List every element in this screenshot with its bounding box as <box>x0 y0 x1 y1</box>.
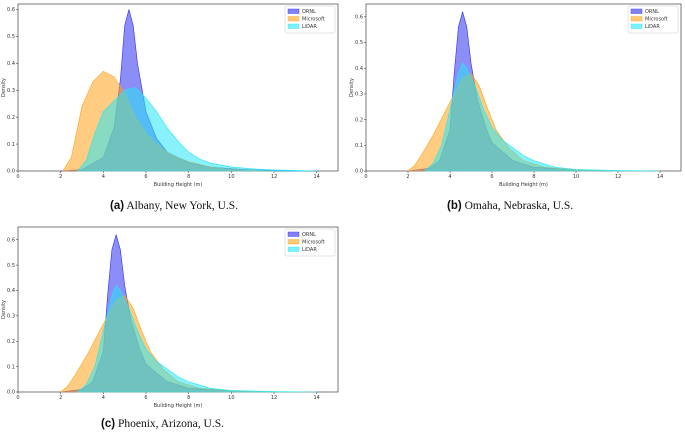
caption-omaha: (b) Omaha, Nebraska, U.S. <box>447 200 573 212</box>
chart-omaha: 0.0 0.1 0.2 0.3 0.4 0.5 0.6 0 2 4 6 8 10 12 14 Building… <box>349 3 682 188</box>
y-tick-label: 0.0 <box>7 390 15 396</box>
y-axis-label: Density <box>1 300 7 319</box>
legend-swatch-ornl <box>287 231 300 237</box>
x-tick-label: 10 <box>228 174 234 180</box>
x-tick-label: 2 <box>59 174 62 180</box>
chart-panel-phoenix: 0.0 0.1 0.2 0.3 0.4 0.5 0.6 0 2 4 6 8 10 12 14 Building… <box>0 220 345 415</box>
y-tick-label: 0.3 <box>7 314 15 320</box>
x-tick-label: 12 <box>271 174 277 180</box>
caption-text: Phoenix, Arizona, U.S. <box>117 418 224 430</box>
y-tick-label: 0.1 <box>355 143 363 149</box>
legend-label-ornl: ORNL <box>645 9 659 15</box>
legend-swatch-microsoft <box>630 16 643 22</box>
series-area-lidar <box>424 62 661 172</box>
legend-swatch-ornl <box>287 8 300 14</box>
caption-text: Omaha, Nebraska, U.S. <box>464 200 574 212</box>
y-tick-label: 0.4 <box>7 61 15 67</box>
x-tick-label: 14 <box>313 395 319 401</box>
x-axis-label: Building Height (m) <box>154 403 203 409</box>
legend-label-lidar: LiDAR <box>645 24 660 30</box>
y-tick-label: 0.1 <box>7 142 15 148</box>
x-tick-label: 12 <box>615 174 621 180</box>
y-tick-label: 0.0 <box>355 169 363 175</box>
legend-label-ornl: ORNL <box>302 9 316 15</box>
caption-label: (b) <box>447 200 462 212</box>
legend-swatch-ornl <box>630 8 643 14</box>
legend-label-microsoft: Microsoft <box>302 17 325 23</box>
caption-text: Albany, New York, U.S. <box>126 200 239 212</box>
y-tick-label: 0.3 <box>7 88 15 94</box>
chart-phoenix: 0.0 0.1 0.2 0.3 0.4 0.5 0.6 0 2 4 6 8 10 12 14 Building… <box>1 226 339 409</box>
y-tick-label: 0.6 <box>7 7 15 13</box>
y-tick-label: 0.4 <box>355 66 363 72</box>
x-tick-label: 2 <box>406 174 409 180</box>
legend-swatch-microsoft <box>287 16 300 22</box>
x-tick-label: 2 <box>59 395 62 401</box>
legend-swatch-microsoft <box>287 239 300 245</box>
y-tick-label: 0.2 <box>7 115 15 121</box>
y-tick-label: 0.0 <box>7 169 15 175</box>
x-tick-label: 4 <box>448 174 451 180</box>
y-tick-label: 0.5 <box>355 40 363 46</box>
series-area-lidar <box>77 87 317 172</box>
y-tick-label: 0.6 <box>7 237 15 243</box>
x-tick-label: 4 <box>102 395 105 401</box>
x-tick-label: 0 <box>16 395 19 401</box>
series-area-lidar <box>77 285 317 393</box>
chart-panel-omaha: 0.0 0.1 0.2 0.3 0.4 0.5 0.6 0 2 4 6 8 10 12 14 Building… <box>345 0 685 200</box>
y-tick-label: 0.6 <box>355 15 363 21</box>
x-tick-label: 0 <box>364 174 367 180</box>
x-tick-label: 0 <box>16 174 19 180</box>
x-tick-label: 14 <box>313 174 319 180</box>
y-tick-label: 0.5 <box>7 34 15 40</box>
x-tick-label: 8 <box>532 174 535 180</box>
x-tick-label: 4 <box>102 174 105 180</box>
x-tick-label: 6 <box>144 395 147 401</box>
caption-label: (a) <box>110 200 125 212</box>
x-tick-label: 6 <box>144 174 147 180</box>
y-tick-label: 0.4 <box>7 288 15 294</box>
chart-panel-albany: 0.0 0.1 0.2 0.3 0.4 0.5 0.6 0 2 4 6 8 10 12 14 Building… <box>0 0 345 200</box>
y-tick-label: 0.2 <box>355 117 363 123</box>
legend-swatch-lidar <box>630 23 643 29</box>
x-axis-label: Building Height (m) <box>154 182 203 188</box>
x-tick-label: 10 <box>573 174 579 180</box>
chart-albany: 0.0 0.1 0.2 0.3 0.4 0.5 0.6 0 2 4 6 8 10 12 14 Building… <box>1 3 339 188</box>
legend-swatch-lidar <box>287 246 300 252</box>
y-tick-label: 0.5 <box>7 263 15 269</box>
y-tick-label: 0.1 <box>7 364 15 370</box>
caption-phoenix: (c) Phoenix, Arizona, U.S. <box>101 418 224 430</box>
x-axis-label: Building Height (m) <box>499 182 548 188</box>
x-tick-label: 6 <box>490 174 493 180</box>
y-axis-label: Density <box>349 78 355 97</box>
plot-frame <box>17 226 339 393</box>
caption-albany: (a) Albany, New York, U.S. <box>110 200 238 212</box>
legend-label-microsoft: Microsoft <box>302 240 325 246</box>
legend-label-lidar: LiDAR <box>302 24 317 30</box>
legend-label-lidar: LiDAR <box>302 247 317 253</box>
y-tick-label: 0.3 <box>355 92 363 98</box>
legend-label-microsoft: Microsoft <box>645 17 668 23</box>
x-tick-label: 10 <box>228 395 234 401</box>
legend-swatch-lidar <box>287 23 300 29</box>
caption-label: (c) <box>101 418 116 430</box>
x-tick-label: 12 <box>271 395 277 401</box>
y-axis-label: Density <box>1 78 7 97</box>
x-tick-label: 8 <box>187 174 190 180</box>
legend-label-ornl: ORNL <box>302 232 316 238</box>
x-tick-label: 14 <box>657 174 663 180</box>
y-tick-label: 0.2 <box>7 339 15 345</box>
x-tick-label: 8 <box>187 395 190 401</box>
